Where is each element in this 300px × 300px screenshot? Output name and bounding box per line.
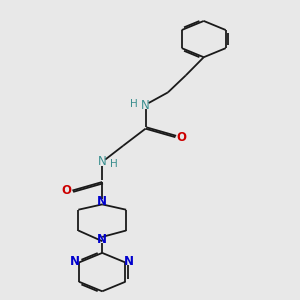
Text: H: H — [130, 99, 138, 109]
Text: N: N — [124, 255, 134, 268]
Text: O: O — [61, 184, 71, 197]
Text: N: N — [141, 99, 150, 112]
Text: N: N — [70, 255, 80, 268]
Text: N: N — [97, 195, 107, 208]
Text: O: O — [176, 131, 186, 144]
Text: H: H — [110, 159, 117, 169]
Text: N: N — [97, 232, 107, 246]
Text: N: N — [98, 155, 106, 168]
